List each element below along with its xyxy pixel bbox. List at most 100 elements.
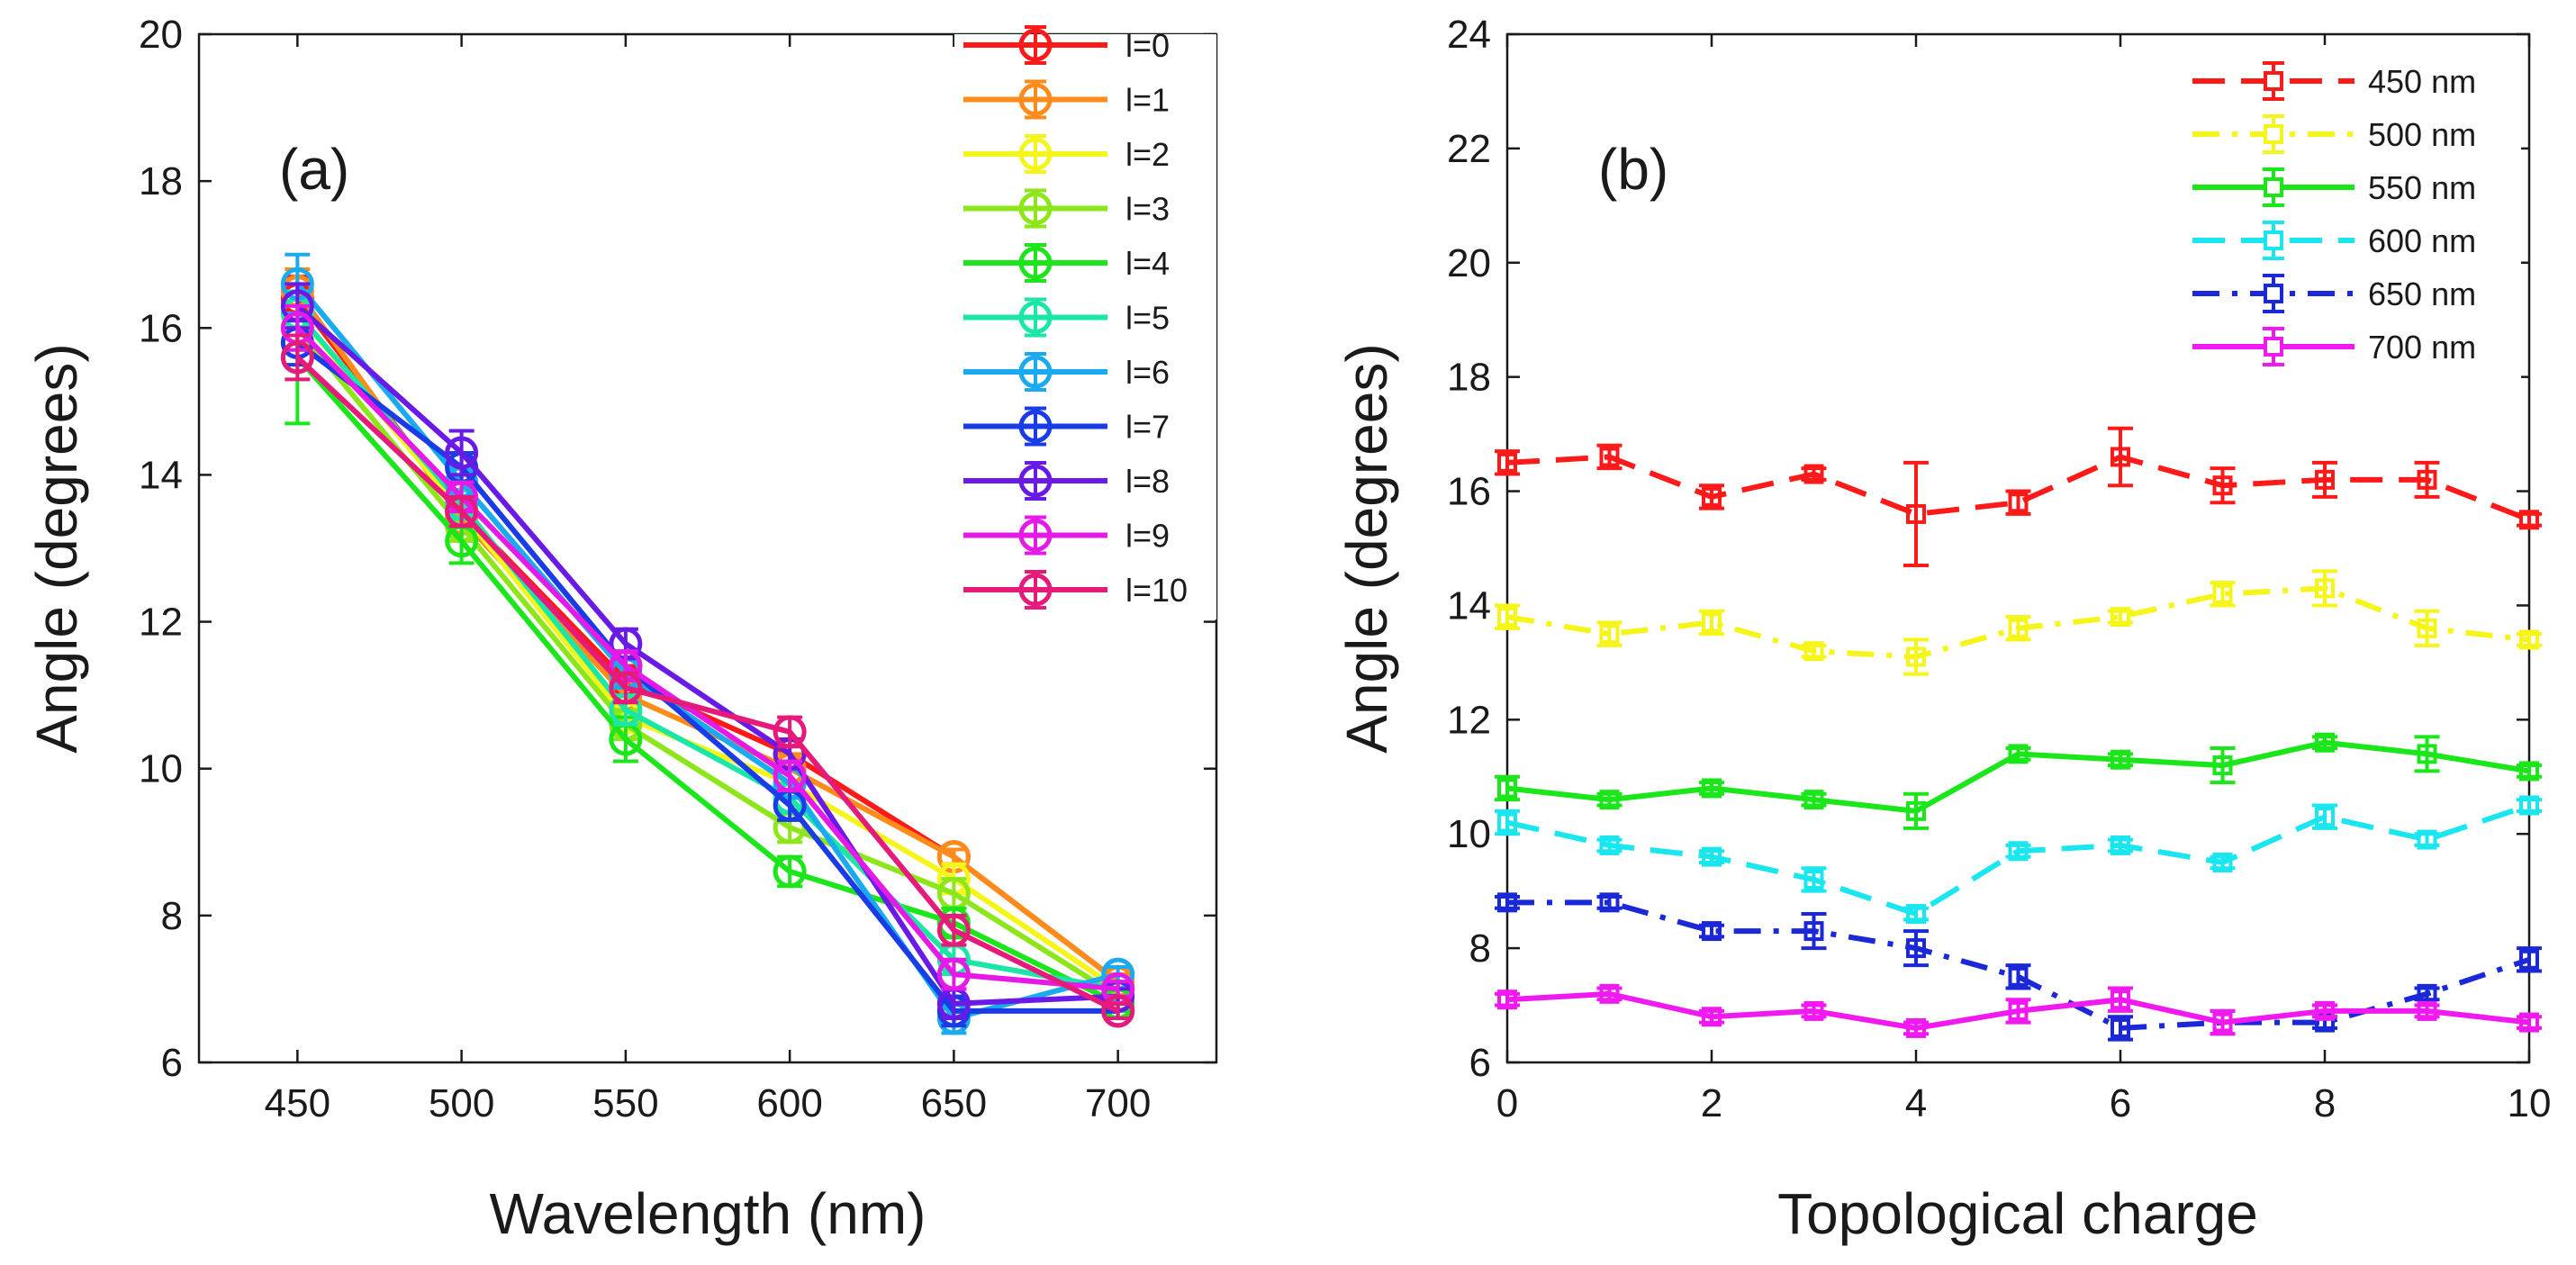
legend-item-450 nm: 450 nm xyxy=(2192,61,2476,101)
panel-a-y-tick-label: 20 xyxy=(139,13,183,57)
panel-a-label: (a) xyxy=(279,137,349,202)
panel-b-label: (b) xyxy=(1598,137,1668,202)
legend-marker xyxy=(2264,177,2283,197)
data-point xyxy=(1497,812,1517,833)
legend-marker xyxy=(1018,246,1053,280)
panel-a-x-tick-label: 500 xyxy=(429,1081,494,1125)
data-point xyxy=(2008,618,2029,638)
legend-label: l=1 xyxy=(1125,82,1170,119)
legend-item-700 nm: 700 nm xyxy=(2192,327,2476,366)
data-point xyxy=(1101,994,1135,1028)
panel-b-y-tick-label: 24 xyxy=(1447,13,1491,57)
data-point xyxy=(1702,612,1722,633)
data-point xyxy=(2008,966,2029,987)
data-point xyxy=(2212,852,2233,872)
legend-label: 500 nm xyxy=(2368,116,2476,153)
legend-marker xyxy=(2264,71,2283,91)
data-point xyxy=(2212,755,2233,776)
data-point xyxy=(2417,618,2437,638)
legend-label: 600 nm xyxy=(2368,222,2476,259)
series-line-l=3 xyxy=(295,326,1120,999)
data-point xyxy=(1803,464,1824,484)
legend-marker xyxy=(1018,464,1053,498)
legend-marker xyxy=(1018,573,1053,607)
legend-label: l=9 xyxy=(1125,518,1170,555)
panel-a-y-tick-label: 10 xyxy=(139,747,183,791)
data-point xyxy=(1497,892,1517,913)
panel-a-x-tick-label: 450 xyxy=(265,1081,330,1125)
data-point xyxy=(1803,869,1824,890)
data-point xyxy=(2212,475,2233,496)
series-line-l=9 xyxy=(295,326,1118,992)
legend-marker xyxy=(1018,410,1053,443)
data-point xyxy=(1599,447,1620,467)
panel-a-legend: l=0 l=1 l=2 l=3 l=4 l=5 l=6 l=7 l=8 l=9 l=10 xyxy=(954,25,1216,619)
data-point xyxy=(1599,892,1620,913)
panel-a-y-axis-label: Angle (degrees) xyxy=(24,343,89,753)
panel-b-y-tick-label: 6 xyxy=(1469,1041,1491,1085)
data-point xyxy=(1702,921,1722,942)
data-point xyxy=(1702,778,1722,799)
panel-b-frame xyxy=(1505,32,2531,1064)
panel-b-x-tick-label: 2 xyxy=(1701,1081,1722,1125)
data-point xyxy=(2315,578,2335,599)
legend-item-l=10: l=10 xyxy=(963,570,1188,610)
data-point xyxy=(2519,949,2539,970)
panel-a-x-tick-label: 600 xyxy=(756,1081,822,1125)
data-point xyxy=(2212,583,2233,604)
data-point xyxy=(2519,761,2539,782)
legend-label: 700 nm xyxy=(2368,329,2476,366)
legend-label: l=8 xyxy=(1125,463,1170,500)
data-point xyxy=(2519,510,2539,530)
data-point xyxy=(2417,469,2437,490)
panel-a-x-tick-label: 650 xyxy=(921,1081,987,1125)
panel-b-x-tick-label: 8 xyxy=(2314,1081,2336,1125)
data-point xyxy=(1906,1017,1926,1038)
data-point xyxy=(2519,629,2539,650)
panel-b-y-tick-label: 14 xyxy=(1447,583,1491,628)
data-point xyxy=(2008,841,2029,862)
data-point xyxy=(2111,989,2130,1010)
panel-a-ticks: 450 500 550 600 650 700 6 8 10 12 14 16 18 20 xyxy=(139,13,1216,1125)
data-point xyxy=(936,913,971,947)
legend-label: l=7 xyxy=(1125,409,1170,446)
legend-item-l=7: l=7 xyxy=(963,406,1170,447)
data-point xyxy=(773,854,807,889)
panel-b-y-tick-label: 10 xyxy=(1447,812,1491,856)
legend-label: l=3 xyxy=(1125,191,1170,228)
legend-marker xyxy=(1018,137,1053,171)
legend-item-l=5: l=5 xyxy=(963,297,1170,338)
panel-b: (b) Topological charge Angle (degrees) 0… xyxy=(1334,13,2551,1246)
legend-item-l=8: l=8 xyxy=(963,461,1170,501)
data-point xyxy=(2519,795,2539,816)
data-point xyxy=(1702,1007,1722,1027)
legend-marker xyxy=(2264,337,2283,357)
data-point xyxy=(2315,807,2335,827)
legend-item-600 nm: 600 nm xyxy=(2192,221,2476,260)
series-700 nm xyxy=(1495,983,2542,1038)
legend-item-l=0: l=0 xyxy=(963,25,1170,65)
data-point xyxy=(1906,503,1926,524)
data-point xyxy=(445,436,479,470)
data-point xyxy=(1906,646,1926,667)
series-line-l=8 xyxy=(295,303,1118,1007)
legend-item-l=9: l=9 xyxy=(963,515,1170,556)
series-line-l=7 xyxy=(295,340,1118,1014)
legend-item-l=4: l=4 xyxy=(963,243,1170,283)
data-point xyxy=(1599,983,1620,1004)
panel-a-series xyxy=(280,252,1135,1035)
legend-item-l=1: l=1 xyxy=(963,79,1170,120)
data-point xyxy=(2111,1017,2130,1038)
series-600 nm xyxy=(1495,795,2542,925)
panel-b-y-tick-label: 22 xyxy=(1447,127,1491,171)
panel-a-x-tick-label: 550 xyxy=(592,1081,658,1125)
legend-item-500 nm: 500 nm xyxy=(2192,114,2476,154)
data-point xyxy=(280,340,314,375)
series-l=10 xyxy=(280,333,1135,1028)
series-line-l=10 xyxy=(295,355,1119,1014)
series-500 nm xyxy=(1495,569,2542,676)
data-point xyxy=(1906,938,1926,959)
panel-b-series xyxy=(1495,426,2542,1042)
series-450 nm xyxy=(1495,426,2542,568)
legend-marker xyxy=(1018,28,1053,62)
